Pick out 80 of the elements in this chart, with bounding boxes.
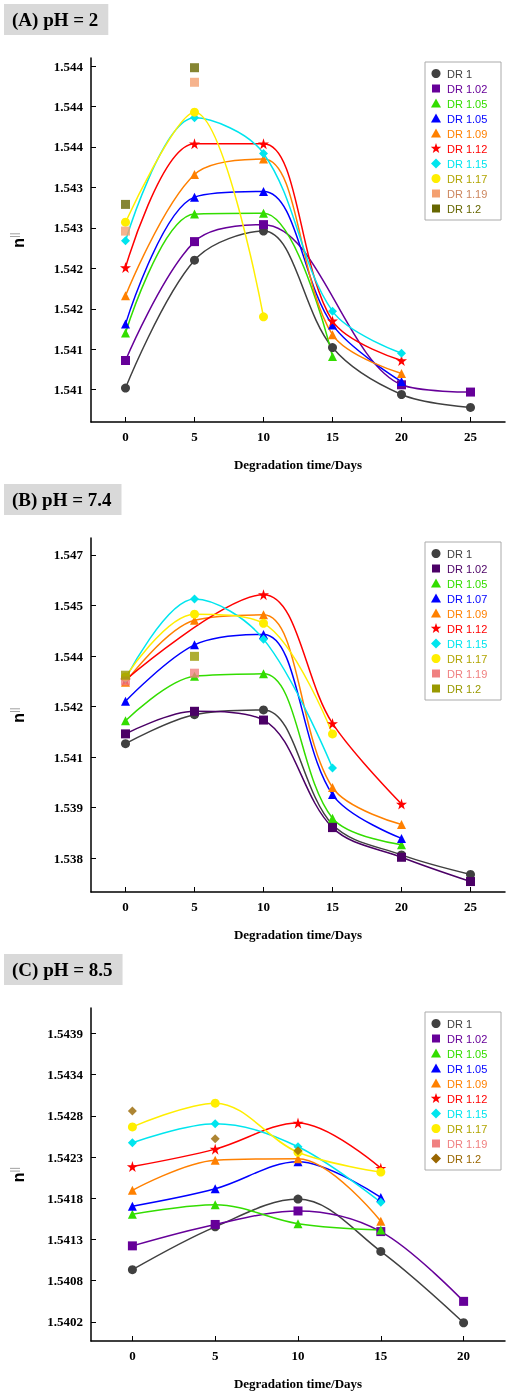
x-tick-label: 5 xyxy=(191,429,199,444)
legend-label: DR 1 xyxy=(447,1017,473,1030)
y-tick-label: 1.547 xyxy=(53,547,84,563)
legend-label: DR 1.17 xyxy=(447,172,488,185)
y-tick-label: 1.542 xyxy=(53,301,83,317)
legend-label: DR 1.17 xyxy=(447,1122,488,1135)
legend-label: DR 1.12 xyxy=(447,1092,488,1105)
y-tick-label: 1.5402 xyxy=(47,1314,83,1330)
y-tick-label: 1.5439 xyxy=(47,1025,84,1041)
legend-label: DR 1 xyxy=(447,67,473,80)
x-axis-title: Degradation time/Days xyxy=(233,457,363,472)
x-tick-label: 5 xyxy=(211,1348,219,1363)
legend-label: DR 1.02 xyxy=(447,82,488,95)
x-tick-label: 0 xyxy=(129,1348,136,1363)
y-tick-label: 1.5418 xyxy=(47,1190,84,1206)
chart-title: (C) pH = 8.5 xyxy=(12,959,113,981)
legend-label: DR 1.19 xyxy=(447,667,488,680)
y-tick-label: 1.541 xyxy=(53,749,83,765)
y-tick-label: 1.5408 xyxy=(47,1273,84,1289)
legend-label: DR 1.2 xyxy=(447,1152,482,1165)
x-axis-title: Degradation time/Days xyxy=(233,927,363,942)
x-axis-title: Degradation time/Days xyxy=(233,1376,363,1391)
y-tick-label: 1.541 xyxy=(53,341,83,357)
legend-label: DR 1.05 xyxy=(447,1047,488,1060)
legend-label: DR 1.02 xyxy=(447,1032,488,1045)
x-tick-label: 20 xyxy=(395,899,408,914)
x-tick-label: 5 xyxy=(191,899,199,914)
legend-label: DR 1.2 xyxy=(447,682,482,695)
y-tick-label: 1.5428 xyxy=(47,1108,84,1124)
y-tick-label: 1.5413 xyxy=(47,1232,84,1248)
y-tick-label: 1.5434 xyxy=(47,1067,84,1083)
y-tick-label: 1.542 xyxy=(53,260,83,276)
y-tick-label: 1.542 xyxy=(53,699,83,715)
x-tick-label: 0 xyxy=(122,429,129,444)
legend-label: DR 1.12 xyxy=(447,622,488,635)
y-tick-label: 1.539 xyxy=(53,800,84,816)
y-axis-title: n|| xyxy=(7,232,27,248)
y-tick-label: 1.544 xyxy=(53,139,84,155)
legend-label: DR 1.19 xyxy=(447,1137,488,1150)
y-tick-label: 1.543 xyxy=(53,179,84,195)
x-tick-label: 15 xyxy=(326,429,340,444)
legend-label: DR 1.15 xyxy=(447,1107,488,1120)
y-tick-label: 1.544 xyxy=(53,58,84,74)
legend-label: DR 1.07 xyxy=(447,592,488,605)
y-tick-label: 1.544 xyxy=(53,99,84,115)
legend-label: DR 1.02 xyxy=(447,562,488,575)
y-axis-title: n|| xyxy=(7,1166,27,1183)
legend-label: DR 1 xyxy=(447,547,473,560)
x-tick-label: 10 xyxy=(291,1348,305,1363)
legend-label: DR 1.05 xyxy=(447,577,488,590)
legend-label: DR 1.05 xyxy=(447,112,488,125)
y-tick-label: 1.543 xyxy=(53,220,84,236)
legend-label: DR 1.09 xyxy=(447,127,488,140)
x-tick-label: 20 xyxy=(395,429,408,444)
y-tick-label: 1.545 xyxy=(53,597,84,613)
legend-label: DR 1.12 xyxy=(447,142,488,155)
y-tick-label: 1.538 xyxy=(53,850,84,866)
legend-label: DR 1.17 xyxy=(447,652,488,665)
x-tick-label: 25 xyxy=(464,899,478,914)
x-tick-label: 15 xyxy=(326,899,340,914)
x-tick-label: 0 xyxy=(122,899,129,914)
y-axis-title: n|| xyxy=(7,707,27,723)
legend-label: DR 1.09 xyxy=(447,1077,488,1090)
legend-label: DR 1.15 xyxy=(447,637,488,650)
legend-label: DR 1.09 xyxy=(447,607,488,620)
y-tick-label: 1.544 xyxy=(53,648,84,664)
y-tick-label: 1.541 xyxy=(53,382,83,398)
y-tick-label: 1.5423 xyxy=(47,1149,84,1165)
x-tick-label: 20 xyxy=(457,1348,471,1363)
x-tick-label: 10 xyxy=(257,429,270,444)
chart-title: (A) pH = 2 xyxy=(12,9,99,31)
x-tick-label: 25 xyxy=(464,429,478,444)
legend-label: DR 1.05 xyxy=(447,1062,488,1075)
legend-label: DR 1.15 xyxy=(447,157,488,170)
legend-label: DR 1.2 xyxy=(447,202,482,215)
x-tick-label: 15 xyxy=(374,1348,388,1363)
chart-title: (B) pH = 7.4 xyxy=(12,489,112,511)
legend-label: DR 1.19 xyxy=(447,187,488,200)
legend-label: DR 1.05 xyxy=(447,97,488,110)
x-tick-label: 10 xyxy=(257,899,270,914)
